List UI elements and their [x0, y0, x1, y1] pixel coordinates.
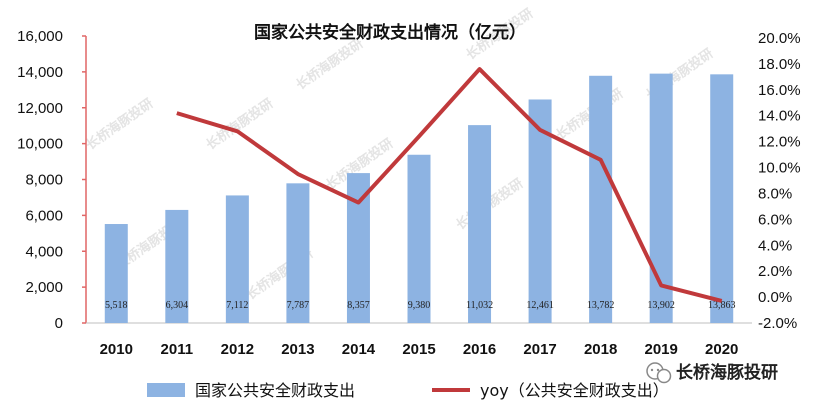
left-tick-label: 0 — [55, 315, 63, 332]
left-tick-label: 14,000 — [17, 64, 63, 81]
legend-bar-label: 国家公共安全财政支出 — [195, 381, 355, 400]
bar — [165, 209, 189, 323]
bar — [286, 183, 310, 323]
bar-data-label: 6,304 — [166, 300, 189, 311]
right-tick-label: 2.0% — [758, 263, 792, 280]
category-label: 2011 — [161, 341, 194, 358]
category-label: 2020 — [705, 341, 738, 358]
yoy-line — [176, 67, 723, 303]
left-tick-label: 8,000 — [25, 172, 63, 189]
bar — [468, 125, 492, 324]
category-label: 2010 — [100, 341, 133, 358]
watermark-text: 长桥海豚投研 — [293, 35, 366, 93]
bar — [346, 173, 370, 323]
wechat-icon — [646, 362, 672, 384]
right-tick-label: 6.0% — [758, 211, 792, 228]
right-tick-label: 14.0% — [758, 108, 801, 125]
legend-bar-swatch — [147, 383, 185, 397]
left-tick-label: 16,000 — [17, 28, 63, 45]
left-tick-label: 4,000 — [25, 243, 63, 260]
legend: 国家公共安全财政支出 yoy（公共安全财政支出） — [147, 381, 669, 400]
bar-data-label: 13,782 — [587, 300, 615, 311]
category-label: 2012 — [221, 341, 254, 358]
right-tick-label: 20.0% — [758, 30, 801, 47]
bar-data-label: 7,787 — [287, 300, 310, 311]
category-label: 2017 — [523, 341, 556, 358]
left-axis-ticks: 0 2,000 4,000 6,000 8,000 10,000 12,000 14,000 1… — [17, 28, 63, 332]
category-label: 2014 — [342, 341, 376, 358]
right-tick-label: 10.0% — [758, 160, 801, 177]
bar-data-labels: 5,518 6,304 7,112 7,787 8,357 9,380 11,032 12,4… — [105, 300, 735, 311]
left-tick-label: 12,000 — [17, 100, 63, 117]
bar-data-label: 12,461 — [526, 300, 554, 311]
x-axis-categories: 2010 2011 2012 2013 2014 2015 2016 2017 2018 2019… — [100, 341, 739, 358]
right-tick-label: 12.0% — [758, 134, 801, 151]
bar — [104, 224, 128, 323]
watermark-text: 长桥海豚投研 — [83, 95, 156, 153]
yoy-line-series — [176, 67, 723, 303]
right-tick-label: 8.0% — [758, 185, 792, 202]
left-tick-label: 6,000 — [25, 207, 63, 224]
bar — [225, 195, 249, 323]
bar-data-label: 13,902 — [647, 300, 675, 311]
chart-title: 国家公共安全财政支出情况（亿元） — [254, 22, 526, 43]
bar-data-label: 5,518 — [105, 300, 128, 311]
category-label: 2016 — [463, 341, 496, 358]
right-tick-label: -2.0% — [758, 315, 797, 332]
right-tick-label: 18.0% — [758, 56, 801, 73]
legend-line-label: yoy（公共安全财政支出） — [480, 381, 669, 400]
brand-text: 长桥海豚投研 — [676, 362, 778, 383]
left-tick-marks — [82, 35, 86, 324]
category-label: 2019 — [644, 341, 677, 358]
bar-data-label: 8,357 — [347, 300, 370, 311]
brand: 长桥海豚投研 — [646, 362, 778, 384]
bar-data-label: 7,112 — [226, 300, 248, 311]
bar — [407, 154, 431, 323]
bar-data-label: 13,863 — [708, 300, 736, 311]
category-label: 2013 — [281, 341, 314, 358]
bar-data-label: 9,380 — [408, 300, 431, 311]
right-tick-label: 4.0% — [758, 237, 792, 254]
right-tick-label: 0.0% — [758, 289, 792, 306]
bar — [589, 75, 613, 324]
category-label: 2018 — [584, 341, 617, 358]
bar-data-label: 11,032 — [466, 300, 493, 311]
left-tick-label: 10,000 — [17, 136, 63, 153]
left-tick-label: 2,000 — [25, 279, 63, 296]
right-tick-label: 16.0% — [758, 82, 801, 99]
bar — [528, 99, 552, 324]
bar-series — [104, 73, 734, 324]
category-label: 2015 — [402, 341, 435, 358]
right-axis-ticks: -2.0% 0.0% 2.0% 4.0% 6.0% 8.0% 10.0% 12.0% 14.0%… — [758, 30, 801, 332]
bar — [710, 74, 734, 324]
bar — [649, 73, 673, 323]
